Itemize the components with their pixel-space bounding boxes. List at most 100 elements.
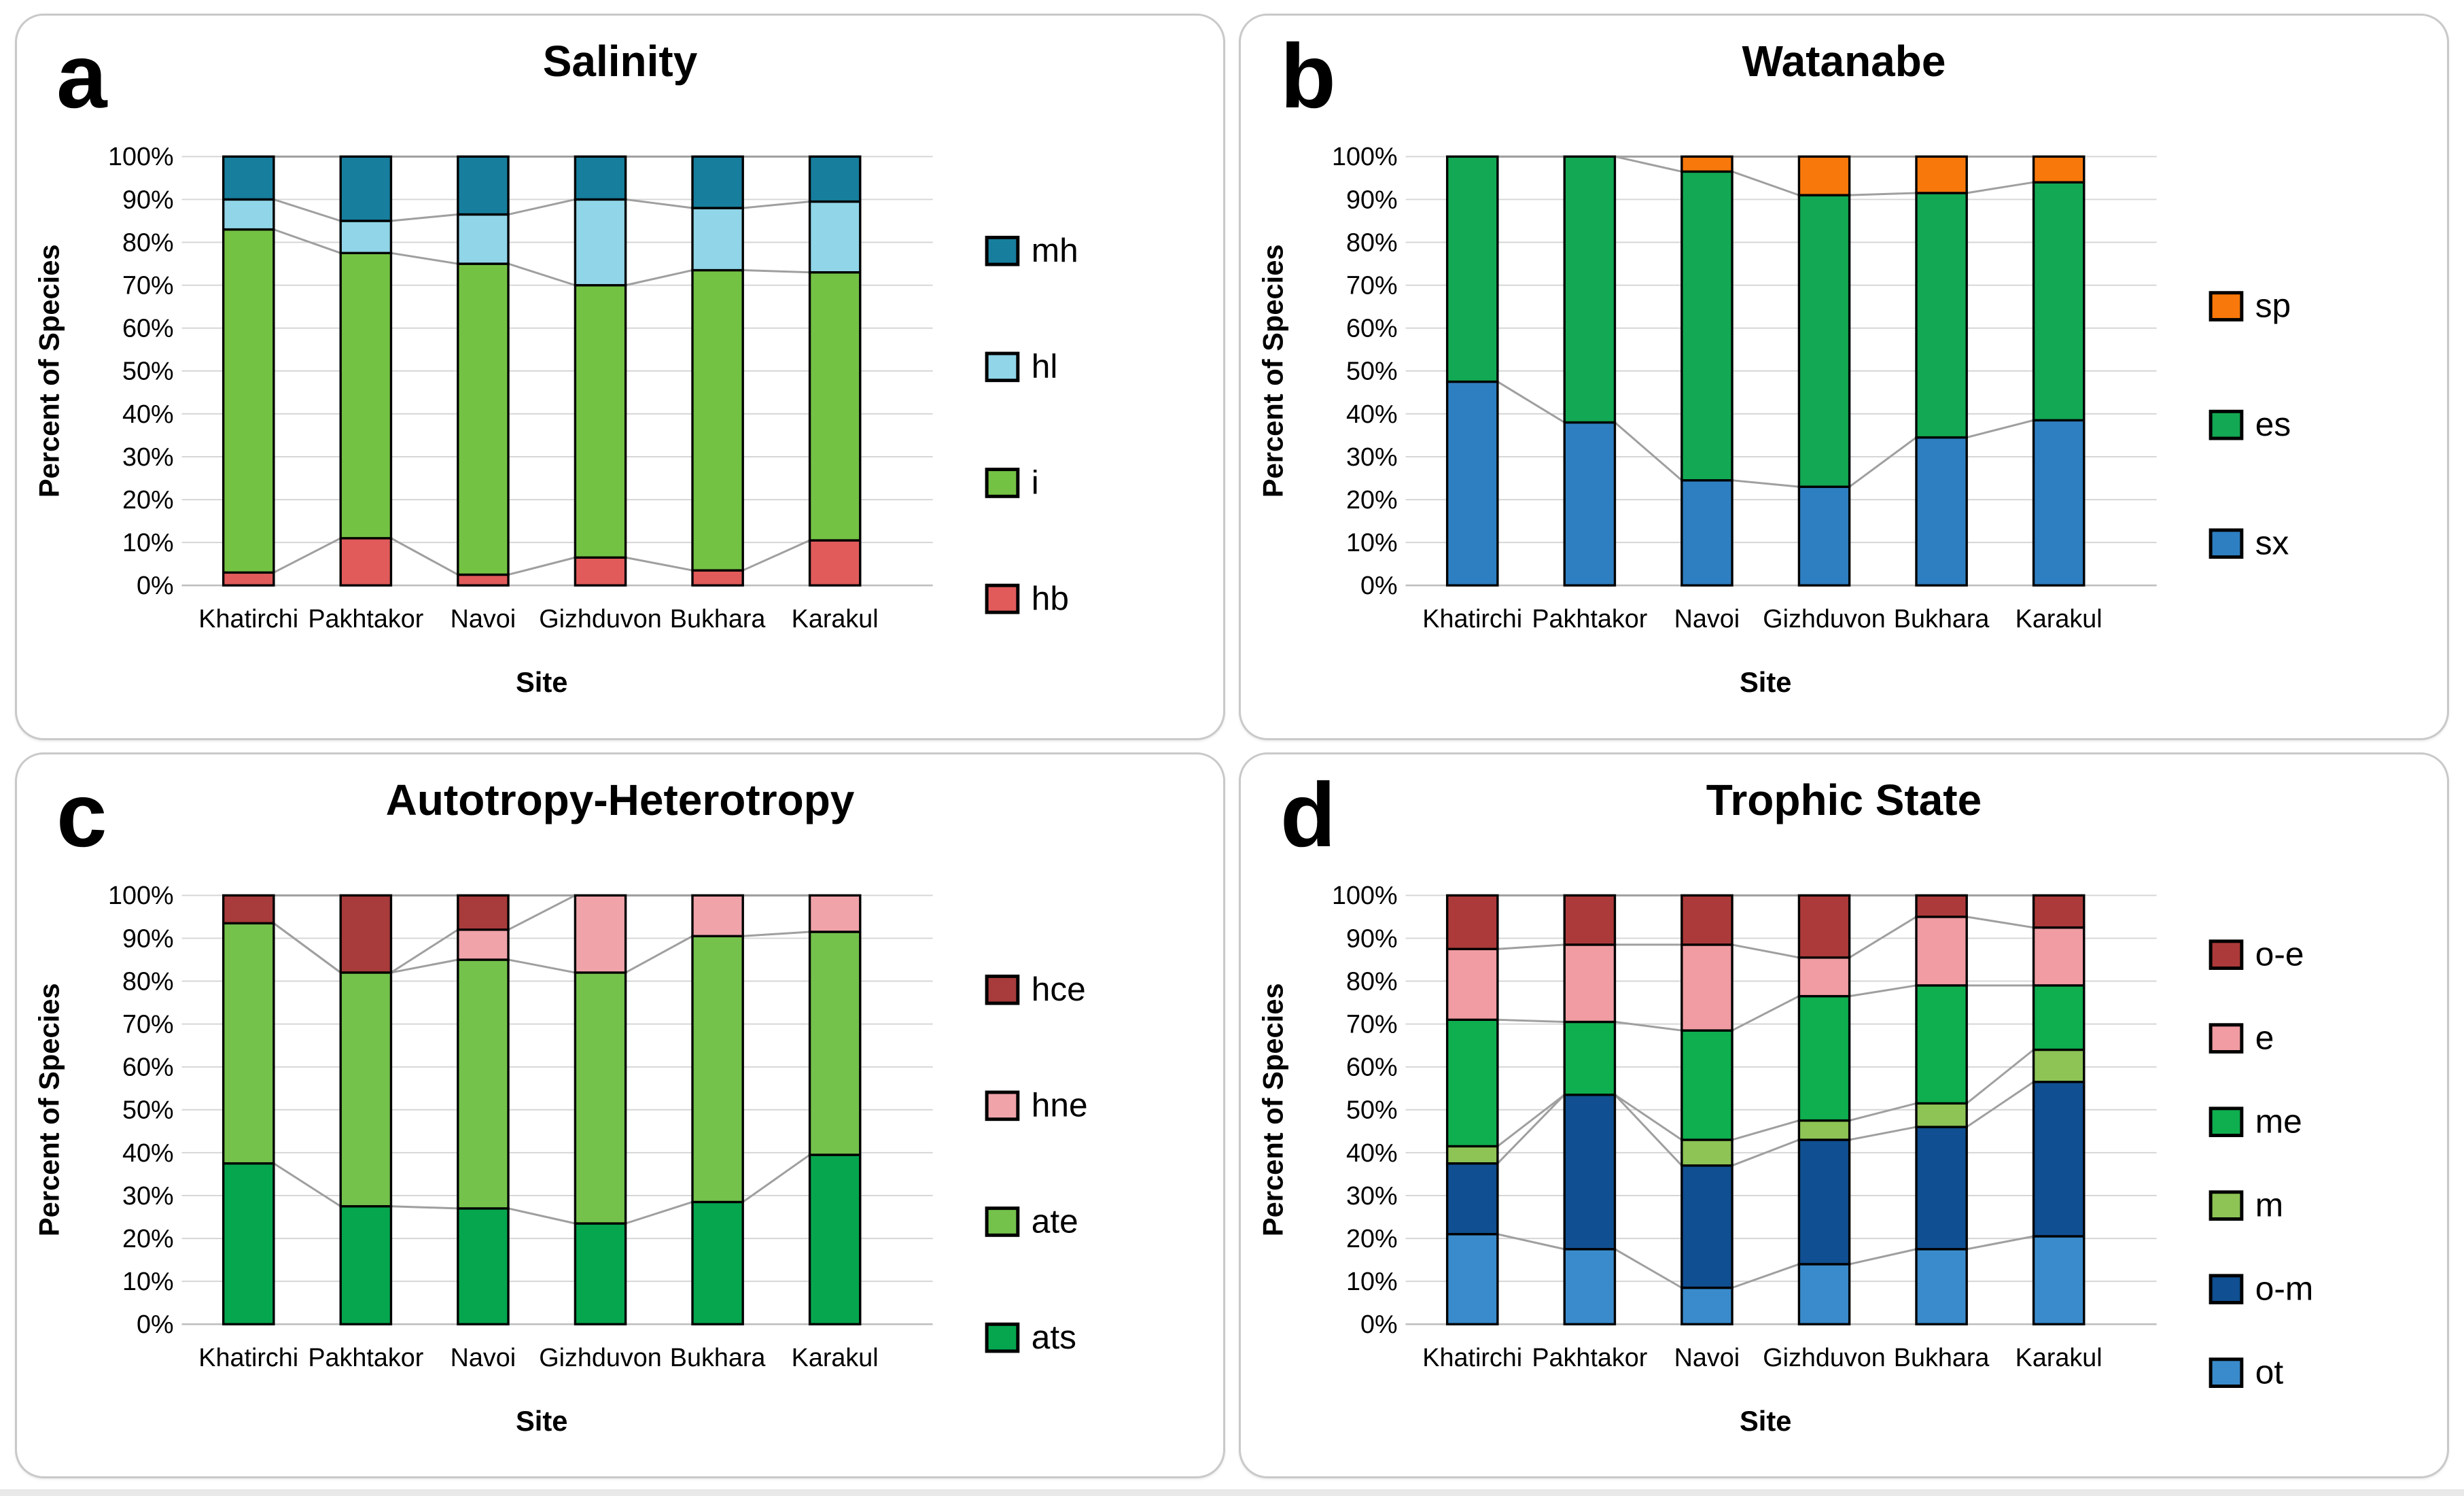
chart-svg: 0% 10% 20% 30% 40% 50% 60% 70% 80% 90% 100% Khatirc… xyxy=(1257,142,2291,698)
bar-segment-me xyxy=(1680,1028,1733,1141)
series-connector-line xyxy=(1496,1094,1566,1164)
legend-swatch-es xyxy=(2208,409,2244,440)
y-tick-label: 10% xyxy=(122,528,174,557)
series-connector-line xyxy=(1849,1247,1917,1265)
category-label: Khatirchi xyxy=(198,1342,298,1371)
bar-segment-es xyxy=(1680,170,1733,482)
bar-segment-ats xyxy=(808,1153,862,1325)
bar-segment-ats xyxy=(574,1221,627,1325)
chart-svg: 0% 10% 20% 30% 40% 50% 60% 70% 80% 90% 100% Khatirc… xyxy=(33,142,1078,698)
legend-label: hl xyxy=(1032,347,1058,385)
bar-segment-o-m xyxy=(2032,1080,2085,1238)
series-connector-line xyxy=(625,556,693,572)
y-axis-title: Percent of Species xyxy=(33,244,65,498)
bar-segment-ate xyxy=(691,935,744,1203)
series-connector-line xyxy=(391,213,458,222)
bar-segment-hb xyxy=(339,537,393,587)
panel-letter: d xyxy=(1280,764,1336,866)
bars xyxy=(1445,155,2085,587)
x-axis-title: Site xyxy=(1740,1405,1792,1437)
legend-label: sx xyxy=(2255,524,2289,562)
series-connector-line xyxy=(624,935,693,973)
y-tick-label: 70% xyxy=(122,1009,174,1038)
legend-swatch-me xyxy=(2208,1106,2244,1137)
series-connector-line xyxy=(1966,1234,2034,1250)
series-connector-line xyxy=(1966,1081,2035,1128)
bar-segment-hne xyxy=(574,894,627,974)
bar-segment-m xyxy=(1445,1145,1499,1164)
bar-segment-o-m xyxy=(1915,1125,1968,1251)
legend-swatch-mh xyxy=(985,235,1020,266)
y-tick-label: 80% xyxy=(122,228,174,256)
y-tick-label: 10% xyxy=(1346,1267,1398,1295)
y-tick-label: 0% xyxy=(137,1310,174,1338)
bar-segment-e xyxy=(1680,943,1733,1032)
bar-segment-sp xyxy=(1680,155,1733,173)
bar-segment-sx xyxy=(1680,479,1733,587)
category-label: Karakul xyxy=(792,1342,879,1371)
series-connector-line xyxy=(1849,984,1917,997)
category-label: Pakhtakor xyxy=(1532,1342,1647,1371)
y-tick-label: 60% xyxy=(1346,1052,1398,1081)
y-tick-label: 40% xyxy=(122,400,174,428)
series-connector-lines xyxy=(273,155,811,576)
x-axis-title: Site xyxy=(1740,666,1792,698)
category-label: Gizhduvon xyxy=(1763,604,1885,633)
panel-a: a Salinity 0% 10% 20% 30% 40% 50% 60% 70% 80% 90%… xyxy=(15,14,1225,740)
series-connector-line xyxy=(273,1162,342,1207)
bar-Navoi xyxy=(1680,894,1733,1325)
y-tick-label: 100% xyxy=(108,142,174,171)
bar-segment-me xyxy=(1563,1020,1617,1096)
bar-segment-o-e xyxy=(1445,894,1499,950)
category-label: Karakul xyxy=(792,604,879,633)
category-labels: Khatirchi Pakhtakor Navoi Gizhduvon Bukhara K… xyxy=(198,1342,878,1371)
bar-Gizhduvon xyxy=(574,155,627,587)
y-tick-label: 70% xyxy=(1346,1009,1398,1038)
legend-label: i xyxy=(1032,463,1039,501)
series-connector-line xyxy=(272,922,342,973)
bar-segment-o-m xyxy=(1797,1138,1851,1266)
series-connector-line xyxy=(1615,155,1683,173)
category-label: Navoi xyxy=(451,1342,516,1371)
chart-svg: 0% 10% 20% 30% 40% 50% 60% 70% 80% 90% 100% Khatirc… xyxy=(33,881,1088,1437)
legend-label: o-m xyxy=(2255,1269,2314,1307)
series-connector-line xyxy=(1496,1094,1566,1147)
bar-segment-me xyxy=(1445,1018,1499,1147)
category-label: Navoi xyxy=(1674,1342,1740,1371)
bar-segment-ot xyxy=(2032,1234,2085,1325)
panel-title: Trophic State xyxy=(1706,775,1982,824)
bar-segment-ats xyxy=(222,1162,275,1325)
series-connector-line xyxy=(1966,419,2034,439)
category-label: Gizhduvon xyxy=(539,1342,661,1371)
legend-swatch-hce xyxy=(985,974,1020,1005)
bar-Navoi xyxy=(1680,155,1733,587)
bar-segment-i xyxy=(691,268,744,572)
bar-segment-mh xyxy=(222,155,275,201)
bar-Gizhduvon xyxy=(1797,155,1851,587)
bar-Bukhara xyxy=(1915,155,1968,587)
bar-segment-ate xyxy=(222,922,275,1164)
category-labels: Khatirchi Pakhtakor Navoi Gizhduvon Bukhara K… xyxy=(198,604,878,633)
bar-Gizhduvon xyxy=(1797,894,1851,1325)
series-connector-lines xyxy=(1496,894,2035,1289)
series-connector-line xyxy=(1731,1138,1799,1166)
bar-segment-me xyxy=(2032,984,2085,1051)
series-connector-line xyxy=(1614,1094,1683,1166)
chart-trophic-state: 0% 10% 20% 30% 40% 50% 60% 70% 80% 90% 100% Khatirc… xyxy=(1246,840,2442,1473)
y-tick-label: 30% xyxy=(1346,1181,1398,1209)
category-label: Navoi xyxy=(451,604,516,633)
bar-segment-sx xyxy=(1563,421,1617,587)
category-label: Pakhtakor xyxy=(1532,604,1647,633)
legend-swatch-o-m xyxy=(2208,1273,2244,1304)
series-connector-lines xyxy=(1497,155,2034,488)
bar-segment-ot xyxy=(1563,1247,1617,1325)
series-connector-line xyxy=(742,1153,811,1203)
bar-segment-es xyxy=(1563,155,1617,424)
bar-segment-e xyxy=(1445,947,1499,1021)
bar-segment-sp xyxy=(1797,155,1851,196)
bar-segment-es xyxy=(1915,192,1968,439)
series-connector-line xyxy=(1731,1263,1799,1289)
bar-segment-o-e xyxy=(2032,894,2085,928)
bar-segment-ot xyxy=(1445,1232,1499,1325)
y-tick-label: 80% xyxy=(122,967,174,995)
